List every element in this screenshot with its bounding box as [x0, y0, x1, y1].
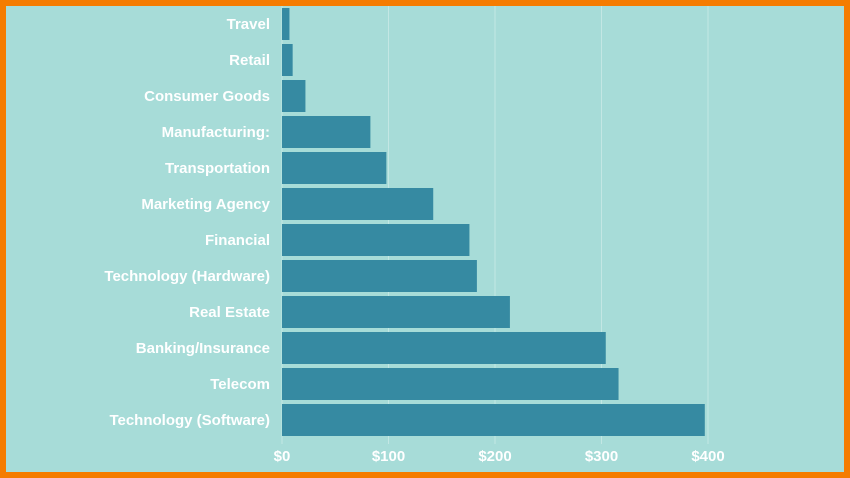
- category-label-transportation: Transportation: [165, 160, 270, 177]
- bar-consumer-goods: [282, 80, 306, 112]
- bar-transportation: [282, 152, 387, 184]
- x-tick-label-0: $0: [274, 448, 291, 465]
- category-label-real-estate: Real Estate: [189, 304, 270, 321]
- bar-real-estate: [282, 296, 510, 328]
- x-tick-label-300: $300: [585, 448, 618, 465]
- category-label-technology-software: Technology (Software): [109, 412, 270, 429]
- x-tick-label-100: $100: [372, 448, 405, 465]
- bar-retail: [282, 44, 293, 76]
- x-tick-label-200: $200: [478, 448, 511, 465]
- bar-manufacturing: [282, 116, 371, 148]
- bar-telecom: [282, 368, 619, 400]
- category-label-telecom: Telecom: [210, 376, 270, 393]
- category-label-banking-insurance: Banking/Insurance: [136, 340, 270, 357]
- bar-chart: Travel Retail Consumer Goods Manufacturing:…: [104, 6, 725, 465]
- bar-marketing-agency: [282, 188, 434, 220]
- category-label-retail: Retail: [229, 52, 270, 69]
- category-labels: Travel Retail Consumer Goods Manufacturing:…: [104, 16, 270, 429]
- bar-group: [282, 8, 705, 436]
- category-label-consumer-goods: Consumer Goods: [144, 88, 270, 105]
- category-label-travel: Travel: [227, 16, 270, 33]
- bar-technology-hardware: [282, 260, 477, 292]
- bar-banking-insurance: [282, 332, 606, 364]
- category-label-manufacturing: Manufacturing:: [162, 124, 270, 141]
- category-label-marketing-agency: Marketing Agency: [141, 196, 270, 213]
- x-axis-tick-labels: $0 $100 $200 $300 $400: [274, 448, 725, 465]
- bar-travel: [282, 8, 290, 40]
- bar-financial: [282, 224, 470, 256]
- x-tick-label-400: $400: [691, 448, 724, 465]
- bar-technology-software: [282, 404, 705, 436]
- category-label-technology-hardware: Technology (Hardware): [104, 268, 270, 285]
- category-label-financial: Financial: [205, 232, 270, 249]
